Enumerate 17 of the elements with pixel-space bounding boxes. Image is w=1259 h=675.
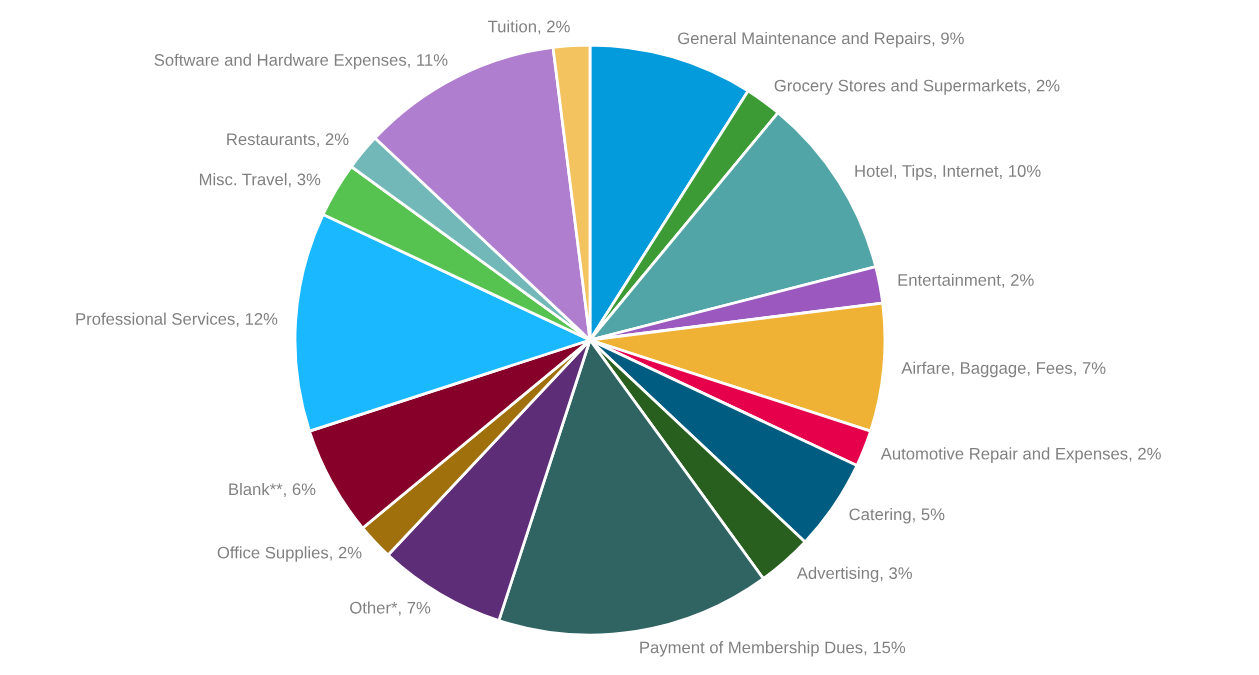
slice-label: Restaurants, 2% [227,133,349,148]
slice-label: Entertainment, 2% [898,273,1034,288]
slice-label: Automotive Repair and Expenses, 2% [880,447,1161,463]
slice-label: Airfare, Baggage, Fees, 7% [901,361,1106,378]
slice-label: Hotel, Tips, Internet, 10% [855,164,1041,181]
slice-label: Other*, 7% [350,601,431,616]
slice-label: Payment of Membership Dues, 15% [640,641,906,657]
slice-label: Professional Services, 12% [76,312,278,327]
slice-label: Office Supplies, 2% [217,546,362,562]
slice-label: Grocery Stores and Supermarkets, 2% [774,79,1060,95]
slice-label: Software and Hardware Expenses, 11% [154,53,448,70]
slice-label: Catering, 5% [849,508,945,524]
slice-label: Blank**, 6% [229,482,316,498]
slice-label: Misc. Travel, 3% [199,173,321,188]
slice-label: Advertising, 3% [796,566,912,583]
slice-label: Tuition, 2% [488,20,570,35]
slice-label: General Maintenance and Repairs, 9% [678,31,964,48]
